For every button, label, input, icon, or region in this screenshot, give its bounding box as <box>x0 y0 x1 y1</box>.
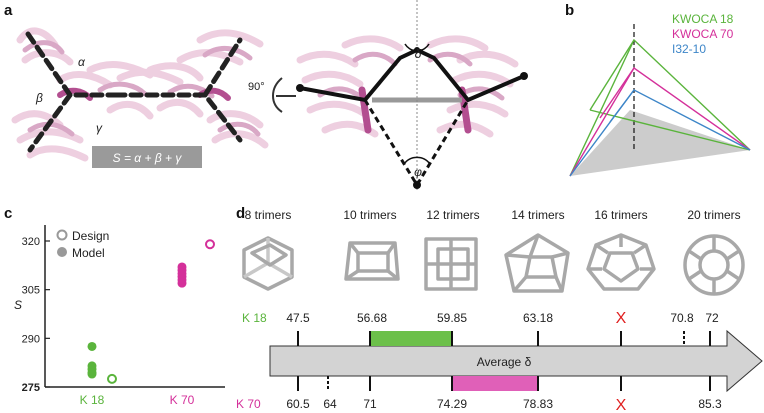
formula-text: S = α + β + γ <box>113 151 183 165</box>
lower-ticks <box>297 376 711 391</box>
design-point-k18-0 <box>107 373 117 384</box>
k18-value-8: 47.5 <box>286 311 310 325</box>
legend-model-marker <box>57 247 67 257</box>
legend-i32-10: I32-10 <box>672 42 706 56</box>
k70-value-9: 64 <box>323 397 337 411</box>
polyhedron-8-trimers <box>242 236 294 291</box>
chart-axes <box>44 225 225 388</box>
panel-d-letter: d <box>236 205 246 222</box>
polyhedron-10-trimers <box>344 241 400 281</box>
trimer-label-8: 8 trimers <box>245 208 292 222</box>
panel-a-figure: α β γ S = α + β + γ 90° <box>11 0 528 190</box>
pyramid-outlines <box>569 38 751 177</box>
k18-value-20: 72 <box>705 311 719 325</box>
k70-value-8: 60.5 <box>286 397 310 411</box>
chart-xticks: K 18 K 70 <box>80 393 195 407</box>
trimer-label-12: 12 trimers <box>426 208 479 222</box>
k70-value-14: 78.83 <box>523 397 553 411</box>
k70-value-16-missing: X <box>616 397 627 413</box>
k18-value-18: 70.8 <box>670 311 694 325</box>
panel-a-letter: a <box>4 2 13 19</box>
angle-alpha-label: α <box>78 55 86 69</box>
rotation-label: 90° <box>248 81 265 93</box>
k70-value-12: 74.29 <box>437 397 467 411</box>
protein-ribbons-left <box>11 27 269 162</box>
angle-skeleton-left <box>25 31 243 153</box>
row-k70-label: K 70 <box>236 397 261 411</box>
row-k18-label: K 18 <box>242 311 267 325</box>
arrow-label: Average δ <box>477 355 532 369</box>
ytick-label-320: 320 <box>22 236 40 248</box>
legend-design-label: Design <box>72 229 109 243</box>
panel-c-letter: c <box>4 205 13 222</box>
legend-kwoca70: KWOCA 70 <box>672 27 734 41</box>
design-point-k70-1 <box>205 239 215 250</box>
chart-ylabel: S <box>14 298 22 312</box>
formula-box <box>92 146 202 168</box>
panel-d-figure: 8 trimers 10 trimers 12 trimers 14 trime… <box>236 208 763 413</box>
angle-delta-label: δ <box>415 47 422 61</box>
k18-value-10: 56.68 <box>357 311 387 325</box>
rotation-arrow-icon <box>272 77 283 113</box>
ytick-label-290: 290 <box>22 333 40 345</box>
panel-c-chart: S 320 305 290 275 K 18 K 70 Design Model <box>14 225 225 407</box>
angle-gamma-label: γ <box>96 121 103 135</box>
model-point-k18-0 <box>87 341 97 351</box>
ytick-label-305: 305 <box>22 285 40 297</box>
k18-value-12: 59.85 <box>437 311 467 325</box>
chart-points <box>87 239 215 384</box>
polyhedron-12-trimers <box>424 237 478 291</box>
ytick-label-275: 275 <box>22 382 40 394</box>
xtick-label-k18: K 18 <box>80 393 105 407</box>
angle-phi-label: φ <box>414 165 422 179</box>
panel-b-figure: KWOCA 18 KWOCA 70 I32-10 <box>569 12 751 177</box>
xtick-label-k70: K 70 <box>170 393 195 407</box>
k70-value-10: 71 <box>363 397 377 411</box>
k18-value-16-missing: X <box>616 310 627 327</box>
k70-range-bar <box>452 376 538 391</box>
trimer-label-10: 10 trimers <box>343 208 396 222</box>
k18-value-14: 63.18 <box>523 311 553 325</box>
polyhedron-20-trimers <box>683 234 745 296</box>
polyhedron-16-trimers <box>586 233 656 291</box>
trimer-label-14: 14 trimers <box>511 208 564 222</box>
trimer-label-16: 16 trimers <box>594 208 647 222</box>
polyhedron-14-trimers <box>504 233 570 293</box>
upper-ticks <box>297 331 711 346</box>
legend-kwoca18: KWOCA 18 <box>672 12 734 26</box>
trimer-label-20: 20 trimers <box>687 208 740 222</box>
base-triangle <box>570 110 750 176</box>
model-point-k70-10 <box>177 278 187 288</box>
angle-beta-label: β <box>35 91 43 105</box>
legend-model-label: Model <box>72 246 105 260</box>
angle-skeleton-right <box>296 43 528 189</box>
k70-value-20: 85.3 <box>698 397 722 411</box>
k18-range-bar <box>370 331 452 346</box>
legend-design-marker <box>56 229 68 241</box>
panel-b-letter: b <box>565 2 575 19</box>
model-point-k18-4 <box>87 369 97 379</box>
chart-yticks: 320 305 290 275 <box>22 236 50 394</box>
